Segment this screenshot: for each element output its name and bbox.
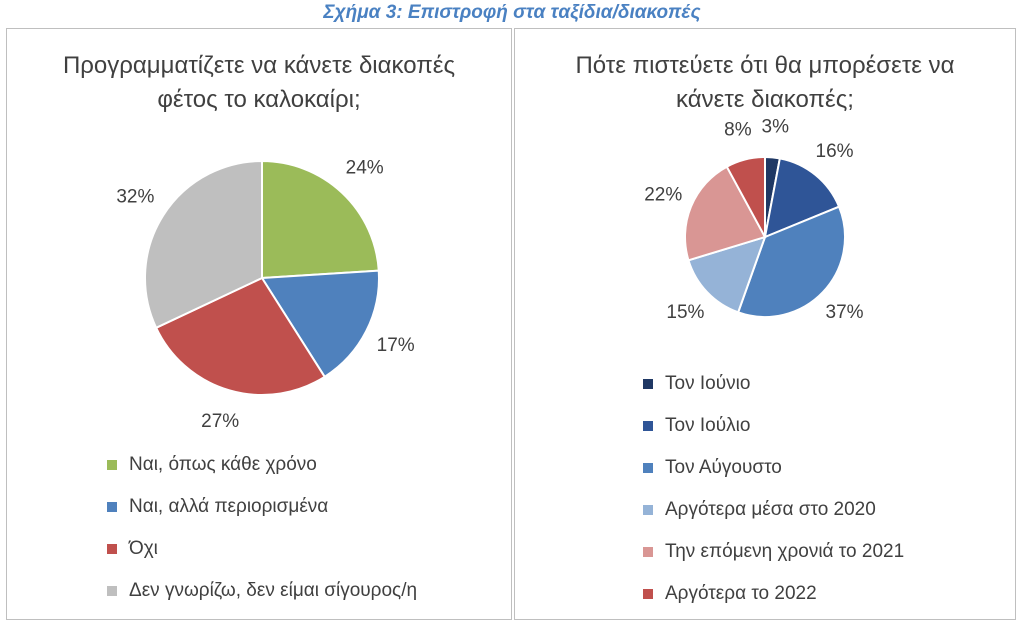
legend-marker — [643, 421, 653, 431]
pie-slice-3 — [736, 205, 846, 318]
chart-title-line: Πότε πιστεύετε ότι θα μπορέσετε να — [575, 52, 955, 79]
data-label: 32% — [116, 187, 154, 208]
legend-marker — [643, 589, 653, 599]
legend-label: Την επόμενη χρονιά το 2021 — [665, 541, 905, 562]
figure-title: Σχήμα 3: Επιστροφή στα ταξίδια/διακοπές — [323, 2, 701, 23]
pie-slice-2 — [260, 269, 380, 379]
legend-label: Ναι, αλλά περιορισμένα — [129, 496, 329, 517]
legend-label: Τον Ιούνιο — [665, 373, 751, 394]
pie-slice-1 — [261, 159, 380, 280]
legend-label: Ναι, όπως κάθε χρόνο — [129, 454, 317, 475]
data-label: 37% — [826, 302, 864, 323]
legend-marker — [643, 463, 653, 473]
pie-slice-4 — [144, 159, 263, 330]
pie-slice-3 — [154, 276, 327, 396]
legend-marker — [643, 547, 653, 557]
legend-marker — [107, 460, 117, 470]
data-label: 27% — [201, 411, 239, 432]
data-label: 3% — [762, 116, 790, 137]
legend-marker — [107, 586, 117, 596]
chart-title: Πότε πιστεύετε ότι θα μπορέσετε να κάνετ… — [515, 49, 1015, 117]
chart-title-line: Προγραμματίζετε να κάνετε διακοπές — [62, 52, 456, 79]
legend-marker — [107, 544, 117, 554]
legend-label: Όχι — [129, 538, 158, 559]
legend-marker — [643, 505, 653, 515]
legend-label: Αργότερα μέσα στο 2020 — [665, 499, 876, 520]
pie-slice-5 — [684, 165, 767, 262]
chart-title: Προγραμματίζετε να κάνετε διακοπές φέτος… — [7, 49, 511, 117]
legend-label: Τον Ιούλιο — [665, 415, 751, 436]
legend-label: Τον Αύγουστο — [665, 457, 782, 478]
pie-slice-4 — [687, 235, 767, 314]
chart-title-line: φέτος το καλοκαίρι; — [157, 86, 361, 113]
pie-slice-6 — [725, 155, 766, 238]
data-label: 17% — [377, 335, 415, 356]
data-label: 24% — [346, 158, 384, 179]
legend-label: Δεν γνωρίζω, δεν είμαι σίγουρος/η — [129, 580, 418, 601]
legend-label: Αργότερα το 2022 — [665, 583, 817, 604]
legend-marker — [643, 379, 653, 389]
data-label: 15% — [666, 302, 704, 323]
legend-marker — [107, 502, 117, 512]
chart-panel-holiday-timing: Πότε πιστεύετε ότι θα μπορέσετε να κάνετ… — [514, 28, 1016, 620]
chart-panel-holiday-plans: Προγραμματίζετε να κάνετε διακοπές φέτος… — [6, 28, 512, 620]
data-label: 16% — [816, 141, 854, 162]
pie-chart-holiday-plans: 24% 17% 27% 32% — [116, 158, 415, 432]
chart-title-line: κάνετε διακοπές; — [676, 86, 854, 113]
data-label: 8% — [724, 119, 752, 140]
data-label: 22% — [644, 184, 682, 205]
pie-slice-2 — [763, 157, 841, 239]
pie-chart-holiday-timing: 3% 16% 37% 15% 22% 8% — [644, 116, 864, 323]
